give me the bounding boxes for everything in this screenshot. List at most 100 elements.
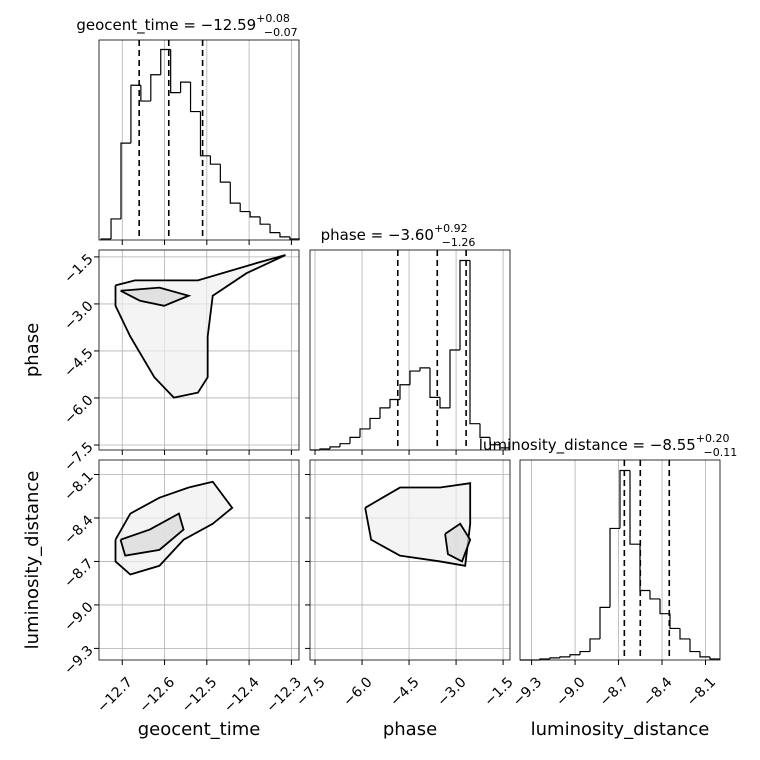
histogram-bin	[589, 638, 600, 652]
histogram-bin	[419, 367, 430, 372]
histogram-bin	[339, 443, 350, 447]
histogram-bin	[619, 469, 630, 529]
panel-title: phase = −3.60+0.92 −1.26	[321, 222, 476, 249]
x-tick-label: −8.4	[640, 674, 675, 709]
histogram-bin	[160, 48, 171, 75]
x-tick-label: −12.7	[94, 674, 136, 716]
panel-title: geocent_time = −12.59+0.08 −0.07	[76, 12, 297, 39]
histogram-bin	[689, 638, 700, 653]
histogram-bin	[629, 470, 640, 545]
histogram-bin	[349, 436, 360, 444]
y-tick-label: −9.0	[61, 599, 96, 634]
title-upper: +0.92	[434, 222, 468, 235]
title-upper: +0.20	[696, 432, 730, 445]
histogram-bin	[709, 656, 720, 660]
histogram-bin	[639, 544, 650, 592]
x-tick-label: −1.5	[481, 674, 516, 709]
x-tick-label: −4.5	[387, 674, 422, 709]
title-main: geocent_time = −12.59	[76, 16, 256, 35]
histogram-bin	[239, 203, 251, 213]
histogram-bin	[569, 654, 580, 657]
histogram-bin	[559, 656, 570, 658]
title-lower: −0.11	[704, 446, 738, 459]
y-tick-label: −8.4	[61, 512, 96, 547]
x-tick-label: −12.4	[221, 674, 263, 716]
title-upper: +0.08	[256, 12, 290, 25]
x-tick-label: −12.6	[136, 674, 178, 716]
title-main: phase = −3.60	[321, 226, 434, 244]
histogram-bin	[269, 224, 280, 234]
y-tick-label: −6.0	[61, 392, 96, 427]
x-tick-label: −9.0	[553, 674, 588, 709]
y-tick-label: −9.3	[61, 643, 96, 678]
histogram-bin	[389, 398, 400, 408]
histogram-bin	[539, 658, 550, 660]
contour	[119, 512, 185, 557]
histogram-bin	[279, 232, 290, 238]
histogram-bin	[659, 598, 670, 615]
panel-title: luminosity_distance = −8.55+0.20 −0.11	[479, 432, 737, 459]
histogram-bin	[489, 437, 500, 446]
histogram-bin	[459, 259, 470, 350]
title-lower: −1.26	[442, 236, 476, 249]
histogram-bin	[120, 142, 131, 219]
histogram-bin	[449, 349, 460, 408]
histogram-bin	[439, 397, 450, 409]
y-tick-label: −7.5	[61, 439, 96, 474]
histogram-bin	[469, 260, 480, 425]
histogram-bin	[579, 650, 590, 655]
histogram-bin	[140, 85, 151, 102]
x-tick-label: −3.0	[434, 674, 469, 709]
histogram-bin	[150, 74, 161, 102]
histogram-bin	[199, 111, 211, 157]
contour	[114, 254, 286, 399]
y-axis-label: luminosity_distance	[22, 471, 43, 650]
histogram-bin	[599, 606, 610, 639]
histogram-bin	[289, 236, 300, 240]
x-tick-label: −8.1	[684, 674, 719, 709]
x-tick-label: −6.0	[340, 674, 375, 709]
y-tick-label: −1.5	[61, 251, 96, 286]
x-axis-label: geocent_time	[138, 719, 261, 740]
histogram-bin	[319, 448, 330, 450]
y-tick-label: −3.0	[61, 298, 96, 333]
histogram-bin	[369, 417, 380, 429]
histogram-bin	[649, 590, 660, 600]
histogram-bin	[189, 82, 201, 113]
histogram-bin	[180, 81, 191, 93]
histogram-bin	[259, 216, 271, 225]
histogram-bin	[609, 527, 620, 608]
histogram-bin	[110, 218, 121, 239]
axes-frame	[98, 39, 300, 241]
histogram-bin	[359, 428, 370, 438]
histogram-bin	[329, 446, 340, 449]
histogram-bin	[479, 423, 490, 438]
histogram-bin	[679, 628, 690, 640]
y-tick-label: −4.5	[61, 345, 96, 380]
x-axis-label: phase	[383, 719, 437, 740]
contour	[444, 522, 472, 563]
axes-frame	[309, 249, 511, 451]
axes-frame	[309, 459, 511, 661]
x-tick-label: −12.5	[179, 674, 221, 716]
histogram-bin	[379, 407, 390, 419]
x-tick-label: −9.3	[510, 674, 545, 709]
histogram-bin	[699, 651, 710, 658]
title-main: luminosity_distance = −8.55	[479, 436, 696, 455]
title-lower: −0.07	[264, 26, 298, 39]
axes-frame	[98, 249, 300, 451]
histogram-bin	[209, 155, 221, 165]
contour	[120, 286, 192, 307]
histogram-bin	[429, 367, 440, 398]
y-tick-label: −8.7	[61, 556, 96, 591]
histogram-bin	[499, 444, 510, 449]
histogram-bin	[219, 164, 231, 183]
y-tick-label: −8.1	[61, 469, 96, 504]
histogram-bin	[549, 657, 560, 659]
x-axis-label: luminosity_distance	[531, 719, 710, 740]
histogram-bin	[229, 182, 241, 204]
histogram-bin	[409, 370, 420, 385]
y-axis-label: phase	[22, 323, 43, 377]
